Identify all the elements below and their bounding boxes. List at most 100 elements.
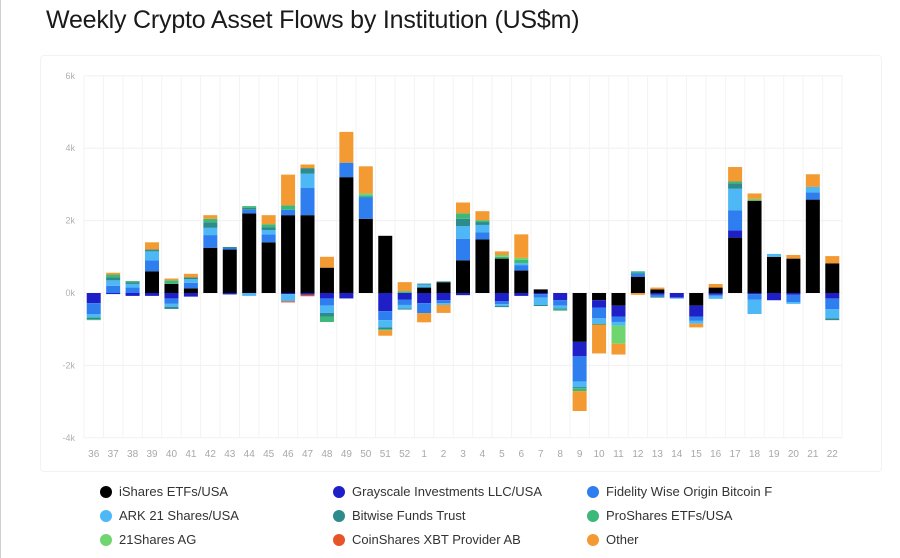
x-tick-label: 20 (788, 449, 800, 460)
bar-segment (183, 279, 198, 283)
bar-segment (164, 293, 179, 299)
bar-segment (319, 305, 334, 313)
x-tick-label: 42 (205, 449, 217, 460)
bar-segment (339, 162, 354, 178)
bar-segment (456, 202, 470, 214)
y-tick-label: 2k (65, 216, 75, 226)
x-tick-label: 22 (827, 449, 839, 460)
bar-segment (514, 234, 529, 258)
bar-segment (125, 293, 140, 296)
bar-segment (378, 320, 393, 328)
bar-segment (494, 254, 509, 257)
bar-segment (650, 294, 665, 297)
x-tick-label: 7 (538, 449, 544, 460)
x-tick-label: 47 (302, 449, 314, 460)
bar-segment (805, 174, 820, 187)
bar-segment (630, 293, 645, 295)
bar-segment (786, 302, 801, 304)
bar-segment (339, 293, 354, 299)
bar-segment (397, 282, 412, 292)
bar-segment (494, 293, 509, 302)
bar-segment (786, 294, 801, 303)
bar-segment (572, 341, 587, 357)
x-tick-label: 52 (399, 449, 411, 460)
bar-segment (106, 280, 121, 286)
legend-label: 21Shares AG (119, 532, 197, 547)
bar-segment (222, 293, 237, 295)
bar-segment (125, 287, 140, 293)
bar-segment (106, 277, 121, 281)
bar-segment (689, 320, 704, 324)
bars (86, 131, 840, 412)
bar-segment (242, 207, 257, 210)
bar-segment (203, 222, 218, 228)
bar-segment (728, 210, 743, 231)
x-tick-label: 41 (185, 449, 197, 460)
bar-segment (514, 257, 529, 260)
x-tick-label: 43 (224, 449, 236, 460)
bar-segment (825, 309, 840, 319)
bar-segment (728, 237, 743, 293)
bar-segment (456, 238, 470, 261)
x-tick-label: 45 (263, 449, 275, 460)
bar-segment (456, 260, 470, 293)
bar-segment (436, 300, 451, 304)
bar-segment (417, 283, 432, 285)
x-tick-label: 46 (283, 449, 295, 460)
legend-item[interactable]: iShares ETFs/USA (100, 484, 228, 499)
bar-segment (592, 323, 607, 325)
bar-segment (261, 224, 276, 228)
legend-item[interactable]: Grayscale Investments LLC/USA (333, 484, 542, 499)
y-tick-label: -4k (62, 433, 75, 443)
bar-segment (397, 293, 412, 300)
x-tick-label: 8 (557, 449, 563, 460)
bar-segment (650, 287, 665, 290)
legend-swatch-icon (587, 485, 599, 498)
legend-item[interactable]: Other (587, 532, 639, 547)
bar-segment (378, 329, 393, 331)
legend-item[interactable]: Bitwise Funds Trust (333, 508, 465, 523)
bar-segment (242, 209, 257, 214)
bar-segment (358, 166, 373, 194)
bar-segment (281, 205, 296, 210)
bar-segment (183, 288, 198, 293)
bar-segment (86, 303, 101, 314)
bar-segment (689, 293, 704, 306)
bar-segment (805, 192, 820, 200)
bar-segment (747, 293, 762, 295)
bar-segment (494, 251, 509, 255)
bar-segment (436, 282, 451, 293)
bar-segment (728, 230, 743, 238)
legend-item[interactable]: Fidelity Wise Origin Bitcoin F (587, 484, 772, 499)
bar-segment (378, 327, 393, 330)
legend-item[interactable]: ARK 21 Shares/USA (100, 508, 239, 523)
legend-item[interactable]: 21Shares AG (100, 532, 196, 547)
legend-item[interactable]: ProShares ETFs/USA (587, 508, 732, 523)
bar-segment (592, 293, 607, 301)
bar-segment (494, 256, 509, 259)
x-tick-label: 50 (360, 449, 372, 460)
bar-segment (669, 297, 684, 299)
bar-segment (145, 293, 160, 296)
bar-segment (708, 287, 723, 293)
bar-segment (125, 283, 140, 288)
bar-segment (553, 309, 568, 311)
bar-segment (553, 293, 568, 301)
bar-segment (475, 232, 490, 240)
bar-segment (106, 274, 121, 278)
bar-segment (456, 218, 470, 227)
bar-segment (786, 258, 801, 293)
bar-segment (456, 213, 470, 219)
legend-item[interactable]: CoinShares XBT Provider AB (333, 532, 521, 547)
bar-segment (436, 293, 451, 301)
bar-segment (417, 287, 432, 293)
bar-segment (611, 325, 626, 344)
legend-swatch-icon (333, 509, 345, 522)
legend-swatch-icon (333, 485, 345, 498)
x-tick-label: 4 (480, 449, 486, 460)
bar-segment (319, 267, 334, 293)
bar-segment (825, 318, 840, 321)
legend-swatch-icon (100, 485, 112, 498)
bar-segment (145, 249, 160, 252)
bar-segment (708, 293, 723, 295)
